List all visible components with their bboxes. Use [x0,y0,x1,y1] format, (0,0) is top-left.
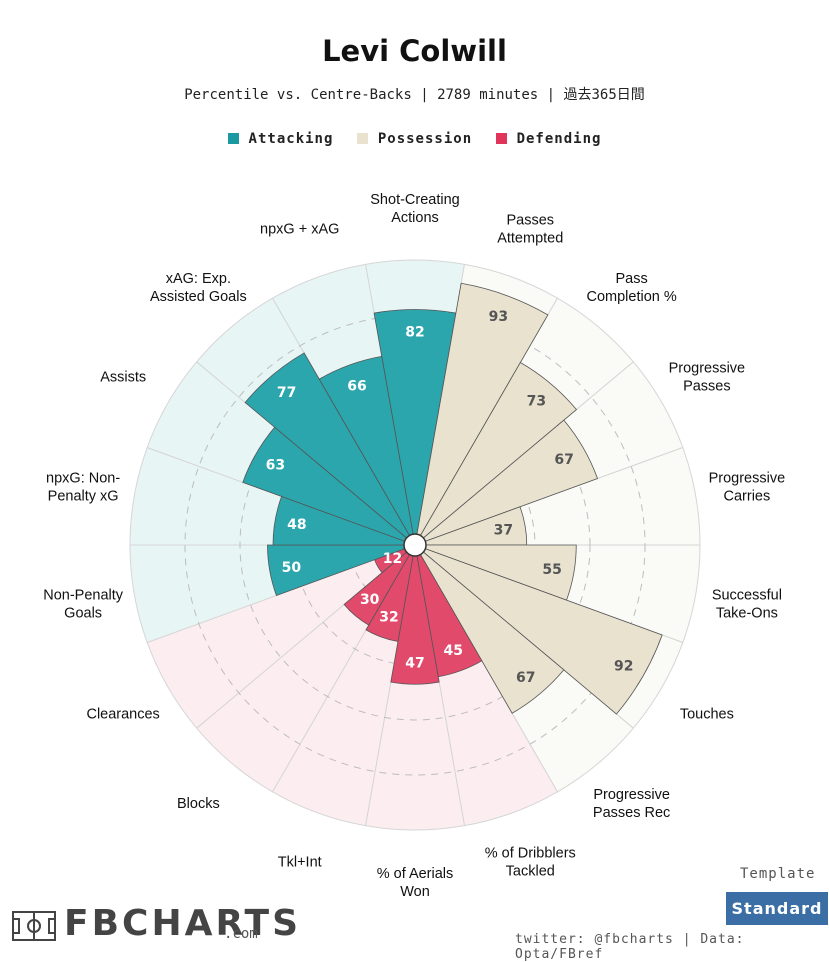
center-hole [403,533,427,557]
value-label: 48 [287,517,306,533]
category-label: Successful Take-Ons [712,588,782,622]
category-label: Shot-Creating Actions [370,192,459,226]
category-label: Assists [100,370,146,386]
category-label: Blocks [177,796,220,812]
legend-item-possession: Possession [356,131,473,147]
category-label: npxG + xAG [260,221,339,237]
value-label: 30 [360,592,380,608]
legend-label-attacking: Attacking [248,131,334,147]
category-label: Progressive Passes Rec [593,787,670,821]
value-label: 82 [405,325,424,341]
value-label: 50 [282,560,302,576]
legend-item-attacking: Attacking [227,131,334,147]
pitch-icon [12,911,56,941]
category-label: Progressive Passes [669,361,746,395]
category-label: Progressive Carries [709,470,786,504]
value-label: 67 [516,670,535,686]
value-label: 73 [527,393,546,409]
category-label: Clearances [86,707,159,723]
category-label: Touches [680,707,734,723]
value-label: 67 [554,452,573,468]
legend-label-possession: Possession [377,131,473,147]
chart-title: Levi Colwill [322,34,507,68]
value-label: 55 [542,562,561,578]
category-label: Passes Attempted [497,212,563,246]
value-label: 12 [383,551,402,567]
value-label: 92 [614,659,633,675]
legend-swatch-possession [356,133,368,144]
logo-text: FBCHARTS [64,903,302,944]
value-label: 45 [443,643,462,659]
category-label: xAG: Exp. Assisted Goals [150,271,247,305]
legend-item-defending: Defending [495,131,602,147]
value-label: 32 [379,609,398,625]
footer-credit: twitter: @fbcharts | Data: Opta/FBref [515,932,745,962]
template-label: Template [740,866,816,882]
category-label: Tkl+Int [278,855,322,871]
category-label: Non-Penalty Goals [43,588,124,622]
value-label: 37 [494,522,513,538]
category-label: npxG: Non-Penalty xG [46,470,120,504]
logo-suffix: .com [224,926,258,942]
legend-label-defending: Defending [516,131,602,147]
legend-swatch-defending [495,133,507,144]
value-label: 77 [277,385,296,401]
legend: Attacking Possession Defending [0,131,829,147]
template-standard-button[interactable]: Standard [726,892,828,925]
value-label: 66 [347,379,366,395]
value-label: 63 [266,457,285,473]
chart-subtitle: Percentile vs. Centre-Backs | 2789 minut… [184,87,645,103]
value-label: 93 [489,309,508,325]
value-label: 47 [405,655,424,671]
legend-swatch-attacking [227,133,239,144]
category-label: Pass Completion % [586,271,676,305]
category-label: % of Aerials Won [377,866,454,900]
category-label: % of Dribblers Tackled [485,846,576,880]
